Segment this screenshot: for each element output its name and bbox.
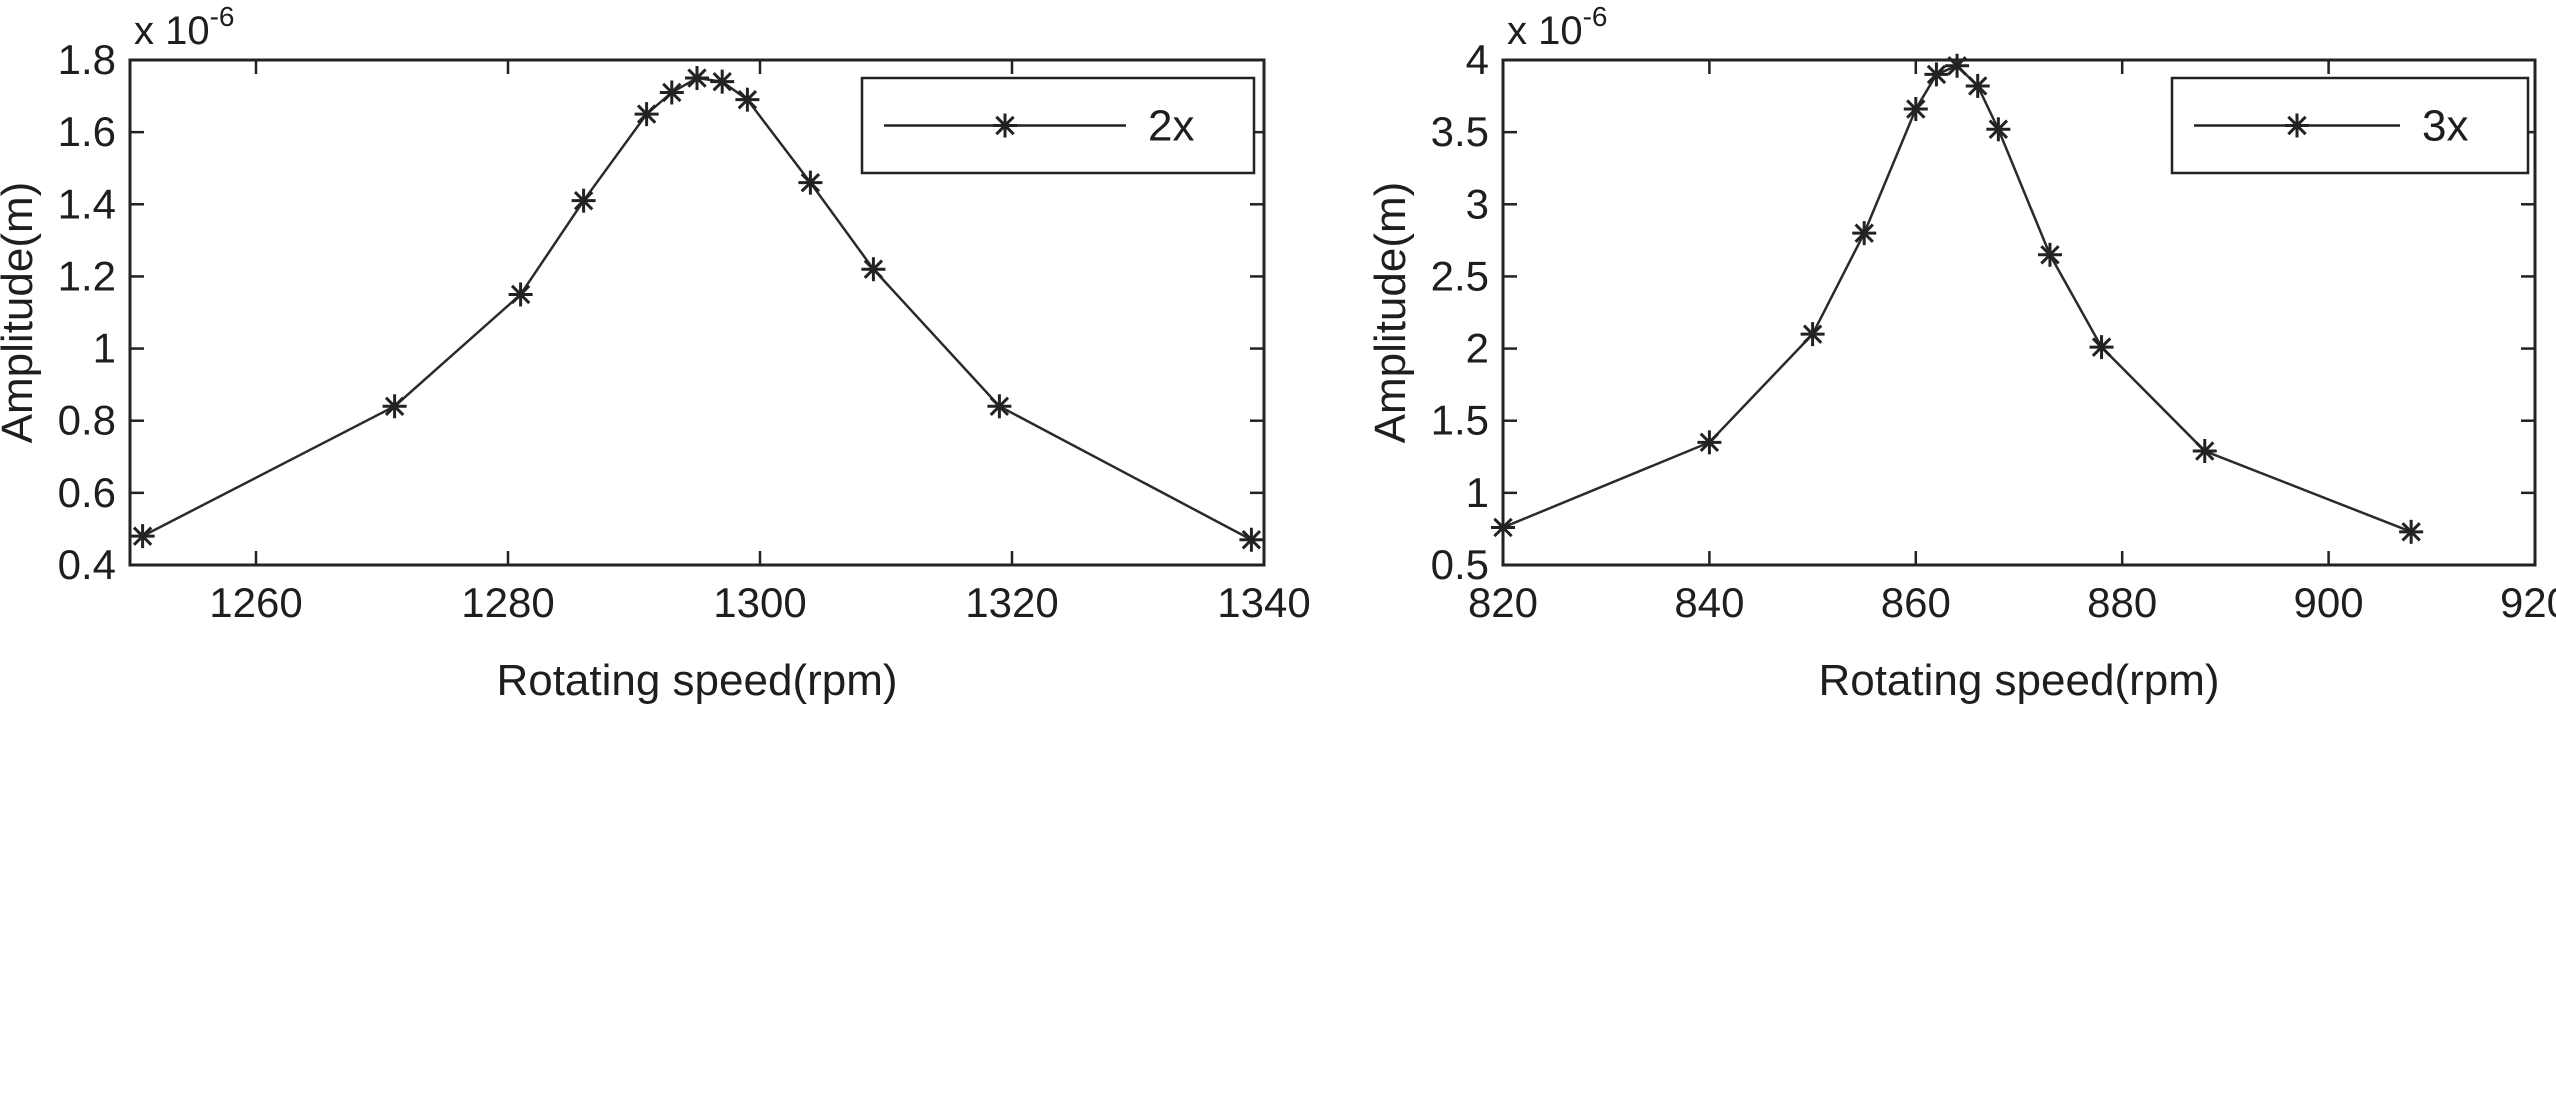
data-point-marker [2089, 335, 2114, 360]
y-tick-label: 4 [1466, 36, 1489, 83]
data-point-marker [993, 113, 1017, 138]
y-axis-label: Amplitude(m) [1366, 182, 1415, 444]
y-tick-label: 1.8 [58, 36, 116, 83]
data-point-marker [571, 188, 596, 213]
y-tick-label: 2 [1466, 325, 1489, 372]
data-point-marker [685, 66, 709, 91]
x-tick-label: 1320 [965, 579, 1058, 626]
y-tick-label: 3 [1466, 180, 1489, 227]
x-tick-label: 860 [1881, 579, 1951, 626]
data-point-marker [1924, 62, 1949, 87]
data-point-marker [382, 394, 407, 419]
y-tick-label: 0.8 [58, 397, 116, 444]
y-tick-label: 1 [93, 325, 116, 372]
y-tick-label: 2.5 [1431, 252, 1489, 299]
x-tick-label: 1340 [1217, 579, 1310, 626]
y-tick-label: 1.5 [1431, 397, 1489, 444]
legend: 2x [860, 76, 1256, 175]
x-tick-label: 1280 [461, 579, 554, 626]
data-point-marker [1800, 322, 1825, 347]
data-point-marker [735, 87, 760, 112]
y-axis-multiplier: x 10-6 [134, 1, 235, 53]
x-axis-label: Rotating speed(rpm) [496, 656, 897, 705]
y-tick-label: 0.5 [1431, 541, 1489, 588]
y-tick-label: 1 [1466, 469, 1489, 516]
data-point-marker [1852, 221, 1877, 246]
y-tick-label: 1.4 [58, 180, 116, 227]
data-point-marker [1239, 527, 1264, 552]
data-point-marker [1965, 73, 1990, 98]
data-point-marker [508, 282, 533, 307]
data-point-marker [987, 394, 1012, 419]
legend-label: 3x [2422, 102, 2468, 151]
data-point-marker [2037, 242, 2062, 267]
data-point-marker [710, 69, 735, 94]
data-point-marker [1491, 515, 1515, 540]
y-axis-label: Amplitude(m) [0, 182, 42, 444]
data-point-marker [2399, 519, 2424, 544]
data-point-marker [861, 257, 886, 282]
data-point-marker [798, 170, 823, 195]
legend: 3x [2170, 76, 2530, 175]
x-tick-label: 820 [1468, 579, 1538, 626]
plot-area-frame [1501, 58, 2537, 567]
y-tick-label: 3.5 [1431, 108, 1489, 155]
data-point-marker [2285, 113, 2309, 138]
data-point-marker [1903, 97, 1928, 122]
x-tick-label: 900 [2294, 579, 2364, 626]
legend-label: 2x [1148, 102, 1194, 151]
y-axis-multiplier: x 10-6 [1507, 1, 1608, 53]
y-axis-exponent: -6 [210, 1, 235, 32]
y-tick-label: 1.6 [58, 108, 116, 155]
x-tick-label: 920 [2500, 579, 2556, 626]
x-tick-label: 1260 [209, 579, 302, 626]
left-chart-panel: 1260 1280 1300 1320 1340 0.4 0.6 0.8 1 1.2 1.4 1.6 1… [0, 1, 1311, 705]
data-point-marker [2192, 439, 2217, 464]
data-point-marker [1986, 117, 2011, 142]
data-point-marker [659, 80, 684, 105]
data-point-marker [634, 102, 659, 127]
y-tick-label: 0.6 [58, 469, 116, 516]
data-point-marker [1945, 53, 1970, 78]
y-tick-label: 0.4 [58, 541, 116, 588]
right-chart-panel: 820 840 860 880 900 920 0.5 1 1.5 2 2.5 3 3.5 4 x 10-6… [1366, 1, 2556, 705]
data-point-marker [1697, 430, 1722, 455]
x-tick-label: 840 [1674, 579, 1744, 626]
y-tick-label: 1.2 [58, 252, 116, 299]
plot-area-frame [128, 58, 1266, 567]
x-axis-label: Rotating speed(rpm) [1818, 656, 2219, 705]
y-axis-exponent: -6 [1583, 1, 1608, 32]
data-point-marker [130, 524, 155, 549]
x-tick-label: 880 [2087, 579, 2157, 626]
x-tick-label: 1300 [713, 579, 806, 626]
